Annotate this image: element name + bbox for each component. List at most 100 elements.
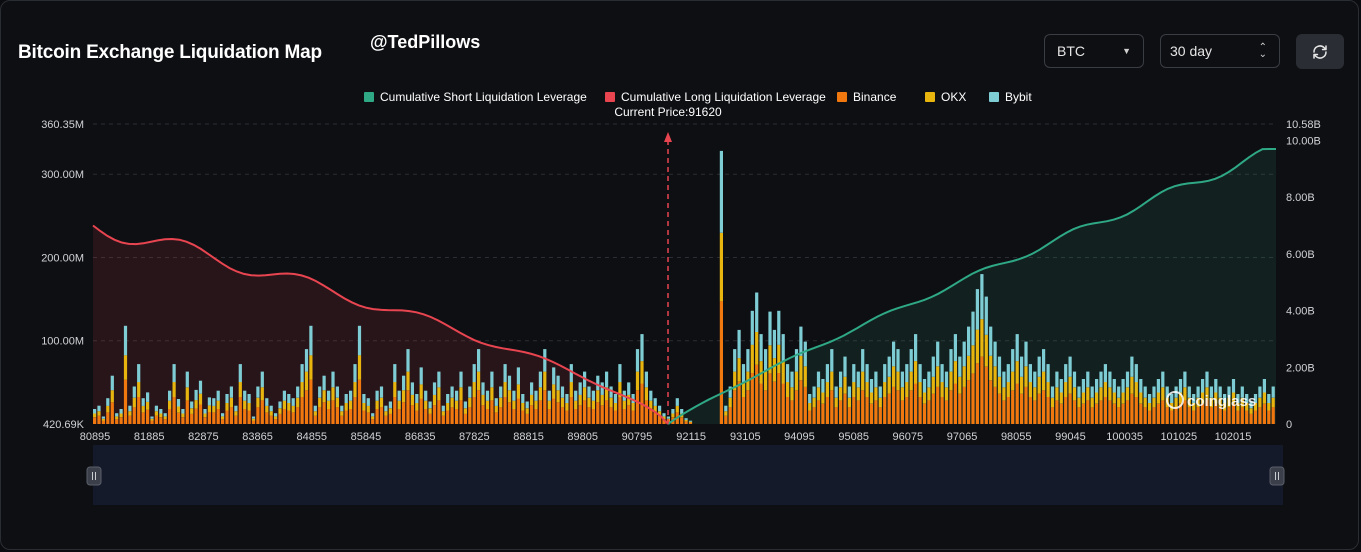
bar-binance <box>852 397 856 424</box>
bar-okx <box>914 361 918 384</box>
bar-okx <box>719 232 723 302</box>
bar-bybit <box>243 390 247 401</box>
bar-bybit <box>587 386 591 398</box>
bar-okx <box>1183 387 1187 401</box>
bar-binance <box>887 393 891 424</box>
bar-bybit <box>688 420 693 422</box>
bar-bybit <box>291 398 295 406</box>
bar-okx <box>803 366 807 387</box>
bar-okx <box>927 387 931 401</box>
bar-okx <box>362 403 366 411</box>
range-select[interactable]: 30 day ⌃ ⌄ <box>1160 34 1280 68</box>
bar-okx <box>635 371 640 391</box>
bar-binance <box>1187 407 1191 424</box>
bar-bybit <box>269 405 273 412</box>
bar-binance <box>680 417 684 424</box>
bar-bybit <box>1258 386 1262 398</box>
x-tick-label: 84855 <box>296 431 327 443</box>
bar-binance <box>115 419 119 424</box>
bar-binance <box>322 402 326 424</box>
bar-bybit <box>1006 364 1010 383</box>
bar-binance <box>159 417 163 424</box>
bar-bybit <box>397 390 401 401</box>
coinglass-logo-text: coinglass <box>1187 393 1256 410</box>
bar-binance <box>622 409 626 424</box>
bar-binance <box>1002 400 1006 424</box>
bar-okx <box>896 371 900 391</box>
bar-okx <box>115 416 119 420</box>
bar-bybit <box>432 382 437 395</box>
bar-binance <box>238 397 242 424</box>
bar-bybit <box>1033 371 1037 388</box>
bar-binance <box>538 400 542 424</box>
symbol-select[interactable]: BTC ▼ <box>1044 34 1144 68</box>
x-tick-label: 83865 <box>242 431 273 443</box>
bar-okx <box>1205 387 1209 401</box>
bar-bybit <box>1209 386 1213 398</box>
bar-bybit <box>146 392 150 402</box>
x-tick-label: 96075 <box>893 431 924 443</box>
bar-binance <box>1258 407 1262 424</box>
bar-bybit <box>194 389 198 401</box>
bar-bybit <box>1236 394 1240 403</box>
bar-okx <box>1059 392 1063 404</box>
bar-binance <box>909 390 913 424</box>
current-price-marker: Current Price:91620 <box>614 105 722 424</box>
bar-okx <box>821 392 825 404</box>
bar-bybit <box>1099 371 1103 388</box>
bar-okx <box>724 411 728 416</box>
scroller-handle-right[interactable] <box>1269 466 1285 486</box>
bar-bybit <box>1028 364 1032 383</box>
bar-binance <box>1174 407 1178 424</box>
bar-bybit <box>865 364 869 383</box>
bar-binance <box>772 381 776 424</box>
bar-okx <box>953 361 957 384</box>
bar-binance <box>940 397 944 424</box>
bar-okx <box>432 394 437 406</box>
bar-bybit <box>490 371 494 388</box>
bar-binance <box>198 404 203 424</box>
scroller-handle-left[interactable] <box>86 466 102 486</box>
bar-okx <box>1139 392 1143 404</box>
bar-binance <box>578 405 582 424</box>
bar-okx <box>251 418 256 421</box>
bar-okx <box>878 397 882 408</box>
bar-binance <box>746 390 750 424</box>
bar-okx <box>1267 403 1271 411</box>
bar-bybit <box>150 416 154 419</box>
bar-okx <box>649 400 653 409</box>
bar-bybit <box>1086 371 1090 388</box>
bar-bybit <box>393 364 397 383</box>
bar-okx <box>530 394 534 406</box>
bar-binance <box>764 390 768 424</box>
refresh-button[interactable] <box>1296 34 1344 69</box>
bar-bybit <box>1121 379 1125 393</box>
bar-binance <box>816 400 821 424</box>
bar-bybit <box>1002 371 1006 388</box>
bar-bybit <box>1223 394 1227 403</box>
y-left-tick-label: 300.00M <box>41 169 84 181</box>
bar-binance <box>1072 400 1077 424</box>
bar-binance <box>856 400 860 424</box>
bar-okx <box>154 411 158 416</box>
bar-bybit <box>304 349 309 372</box>
bar-binance <box>1050 407 1055 424</box>
bar-binance <box>1223 410 1227 424</box>
bar-binance <box>190 413 194 424</box>
bar-okx <box>481 394 485 406</box>
bar-bybit <box>967 326 971 356</box>
bar-bybit <box>415 394 419 403</box>
bar-okx <box>543 371 547 391</box>
bar-okx <box>176 406 181 413</box>
bar-bybit <box>278 401 282 409</box>
bar-binance <box>975 363 979 424</box>
bar-binance <box>777 373 781 424</box>
bar-okx <box>949 371 953 391</box>
bar-binance <box>1214 403 1218 424</box>
bar-binance <box>967 380 971 424</box>
bar-okx <box>146 401 150 410</box>
bar-binance <box>900 400 904 424</box>
bar-okx <box>450 397 454 408</box>
bar-binance <box>799 380 803 424</box>
bar-okx <box>936 366 940 387</box>
